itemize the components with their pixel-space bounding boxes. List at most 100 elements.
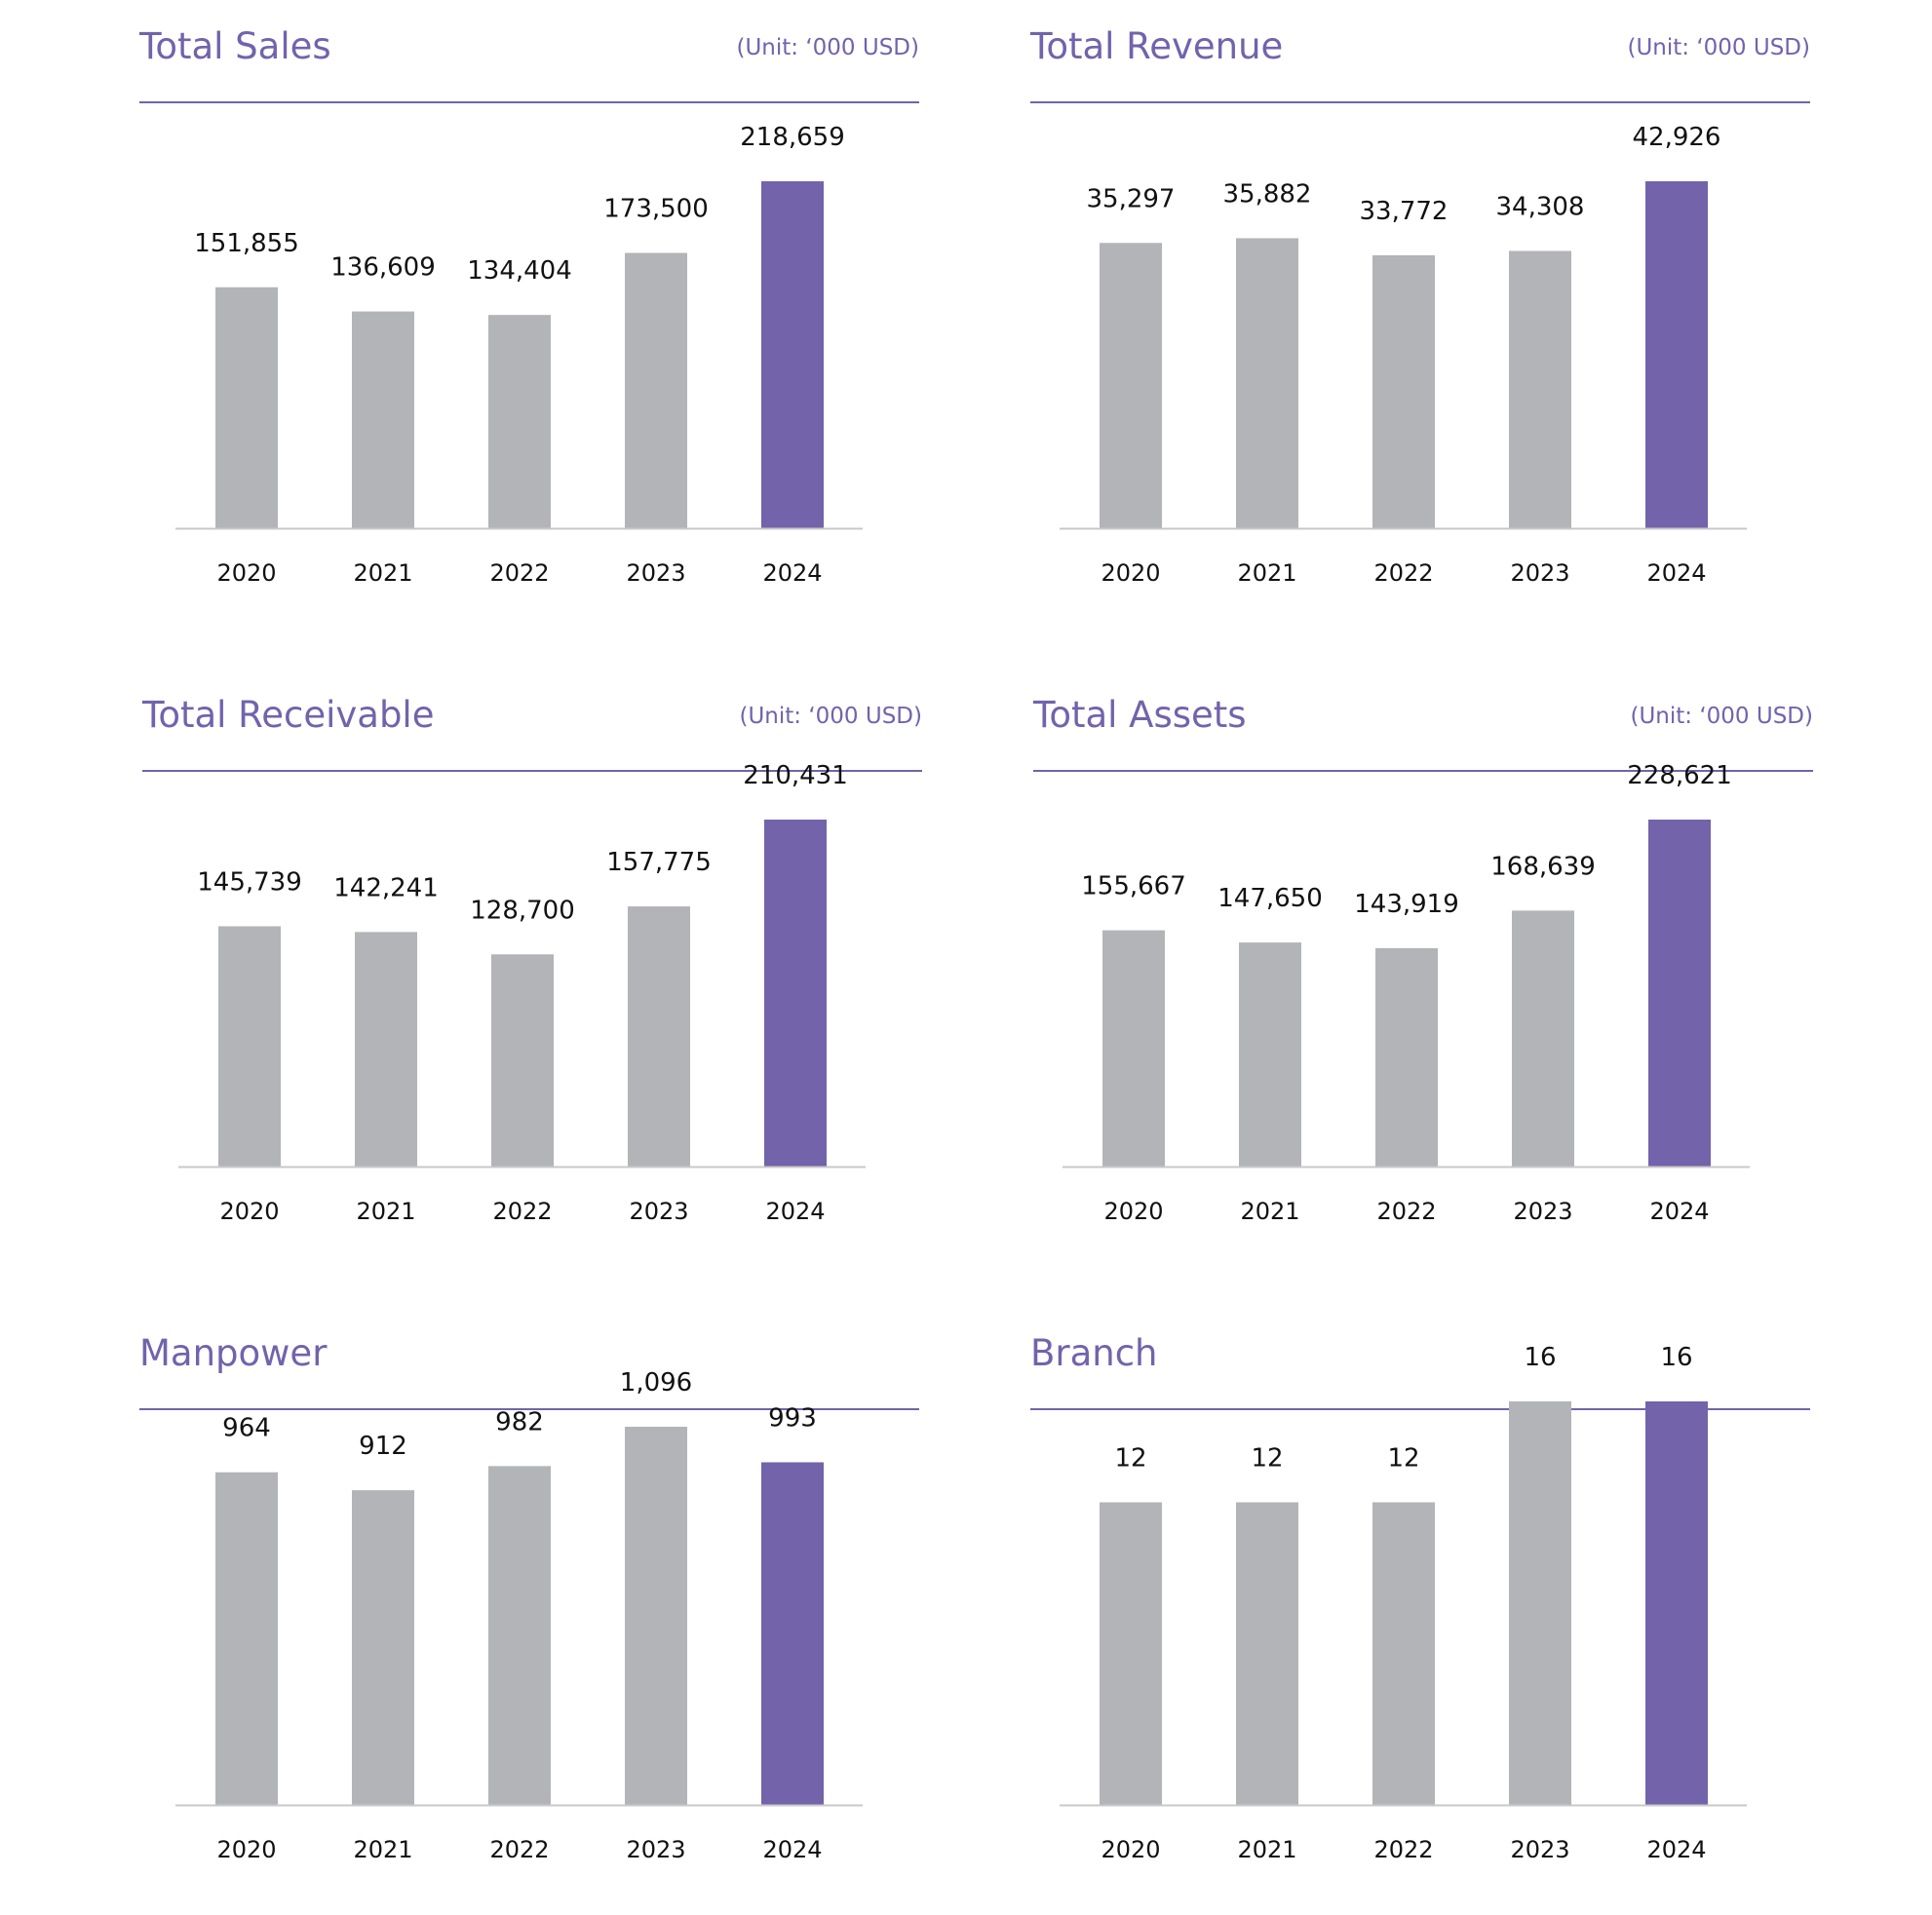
chart-panel-total-sales: Total Sales (Unit: ‘000 USD) 151,855 2020… <box>139 23 919 608</box>
data-label: 147,650 <box>1217 884 1323 913</box>
bar-2024 <box>764 820 827 1167</box>
data-label: 173,500 <box>603 195 709 224</box>
bar-chart-total-receivable: 145,739 2020 142,241 2021 128,700 2022 157,775… <box>178 761 866 1225</box>
x-tick-label: 2021 <box>1240 1198 1299 1225</box>
x-tick-label: 2024 <box>1649 1198 1709 1225</box>
data-label: 210,431 <box>743 761 848 790</box>
bar-2022 <box>1372 254 1435 528</box>
x-tick-label: 2022 <box>1376 1198 1436 1225</box>
bar-chart-total-assets: 155,667 2020 147,650 2021 143,919 2022 168,639… <box>1063 761 1750 1225</box>
bar-2020 <box>1100 1502 1162 1805</box>
x-tick-label: 2023 <box>629 1198 688 1225</box>
bar-2021 <box>1236 1502 1298 1805</box>
x-tick-label: 2023 <box>1510 1836 1569 1863</box>
bar-2022 <box>488 315 551 528</box>
title-divider <box>1030 1408 1810 1410</box>
bar-2021 <box>1239 942 1301 1167</box>
data-label: 218,659 <box>740 123 845 152</box>
x-tick-label: 2021 <box>1237 559 1296 587</box>
chart-title: Total Assets <box>1033 694 1247 736</box>
data-label: 143,919 <box>1354 890 1459 919</box>
bar-2021 <box>352 1490 414 1805</box>
x-tick-label: 2024 <box>762 559 822 587</box>
data-label: 136,609 <box>330 253 436 283</box>
x-tick-label: 2020 <box>216 559 276 587</box>
data-label: 1,096 <box>620 1368 692 1398</box>
x-tick-label: 2024 <box>765 1198 825 1225</box>
x-tick-label: 2020 <box>219 1198 279 1225</box>
bar-2020 <box>218 926 281 1167</box>
chart-unit: (Unit: ‘000 USD) <box>1630 704 1814 729</box>
bar-2022 <box>1372 1502 1435 1805</box>
bar-2022 <box>488 1466 551 1805</box>
data-label: 912 <box>359 1432 407 1461</box>
x-tick-label: 2024 <box>1646 1836 1706 1863</box>
bar-2024 <box>761 181 824 528</box>
bar-2023 <box>1509 250 1571 528</box>
x-tick-label: 2022 <box>1373 1836 1433 1863</box>
bar-2022 <box>1375 947 1438 1167</box>
data-label: 12 <box>1387 1444 1419 1474</box>
data-label: 128,700 <box>470 896 575 925</box>
title-divider <box>139 101 919 103</box>
chart-unit: (Unit: ‘000 USD) <box>1627 35 1811 60</box>
x-tick-label: 2023 <box>1510 559 1569 587</box>
data-label: 34,308 <box>1496 192 1585 221</box>
x-tick-label: 2020 <box>216 1836 276 1863</box>
bar-2021 <box>352 311 414 528</box>
data-label: 12 <box>1251 1444 1283 1474</box>
data-label: 42,926 <box>1633 123 1721 152</box>
x-tick-label: 2021 <box>353 1836 412 1863</box>
x-tick-label: 2023 <box>626 1836 685 1863</box>
title-divider <box>1030 101 1810 103</box>
data-label: 145,739 <box>197 867 302 897</box>
data-label: 134,404 <box>467 256 572 286</box>
chart-panel-manpower: Manpower 964 2020 912 2021 982 2022 1,096 2023 9… <box>139 1330 919 1915</box>
bar-2023 <box>1509 1401 1571 1805</box>
x-tick-label: 2020 <box>1101 1836 1160 1863</box>
bar-2020 <box>215 1472 278 1805</box>
data-label: 964 <box>222 1414 271 1443</box>
bar-2020 <box>1102 930 1165 1167</box>
bar-2023 <box>628 906 690 1167</box>
data-label: 993 <box>768 1403 817 1433</box>
chart-title: Total Receivable <box>142 694 435 736</box>
x-tick-label: 2022 <box>489 559 549 587</box>
bar-2024 <box>1645 181 1708 528</box>
chart-panel-branch: Branch 12 2020 12 2021 12 2022 16 2023 16 2024 <box>1030 1330 1810 1915</box>
x-tick-label: 2021 <box>353 559 412 587</box>
bar-2021 <box>1236 238 1298 528</box>
title-divider <box>142 770 922 772</box>
x-tick-label: 2022 <box>489 1836 549 1863</box>
bar-2022 <box>491 954 554 1167</box>
title-divider <box>1033 770 1813 772</box>
data-label: 16 <box>1524 1343 1556 1372</box>
bar-chart-total-sales: 151,855 2020 136,609 2021 134,404 2022 173,500… <box>175 123 863 587</box>
chart-unit: (Unit: ‘000 USD) <box>736 35 920 60</box>
x-tick-label: 2020 <box>1103 1198 1163 1225</box>
x-tick-label: 2020 <box>1101 559 1160 587</box>
bar-2023 <box>625 252 687 528</box>
bar-2021 <box>355 932 417 1167</box>
bar-2023 <box>1512 910 1574 1167</box>
bar-2024 <box>1648 820 1711 1167</box>
bar-chart-branch: 12 2020 12 2021 12 2022 16 2023 16 2024 <box>1060 1343 1747 1863</box>
bar-2024 <box>1645 1401 1708 1805</box>
bar-2020 <box>215 287 278 528</box>
x-tick-label: 2024 <box>1646 559 1706 587</box>
chart-title: Branch <box>1030 1332 1158 1374</box>
x-tick-label: 2023 <box>626 559 685 587</box>
data-label: 228,621 <box>1627 761 1732 790</box>
chart-title: Total Revenue <box>1030 25 1284 67</box>
bar-2020 <box>1100 243 1162 529</box>
x-tick-label: 2023 <box>1513 1198 1572 1225</box>
data-label: 33,772 <box>1360 197 1449 226</box>
x-tick-label: 2021 <box>1237 1836 1296 1863</box>
x-tick-label: 2022 <box>492 1198 552 1225</box>
bar-chart-total-revenue: 35,297 2020 35,882 2021 33,772 2022 34,308 2023… <box>1060 123 1747 587</box>
x-tick-label: 2021 <box>356 1198 415 1225</box>
data-label: 155,667 <box>1081 872 1186 901</box>
bar-2023 <box>625 1427 687 1805</box>
title-divider <box>139 1408 919 1410</box>
data-label: 151,855 <box>194 229 299 258</box>
